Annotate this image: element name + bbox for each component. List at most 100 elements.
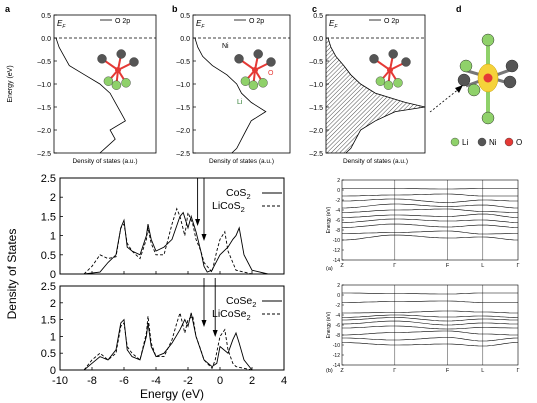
y-tick-label: 0 [337, 188, 340, 194]
x-tick-label: -8 [87, 375, 97, 387]
dos-frame [192, 14, 291, 154]
dos-area [326, 38, 425, 153]
y-tick-label: 0.0 [180, 36, 190, 43]
x-axis-label: Density of states (a.u.) [343, 158, 408, 165]
band-line [342, 330, 518, 336]
y-tick-label: -6 [336, 218, 341, 224]
atom [383, 80, 394, 90]
y-axis-label: Energy (eV) [326, 206, 332, 233]
panel-label: (a) [326, 266, 333, 272]
band-line [341, 203, 519, 209]
atom [388, 49, 398, 59]
band-line [342, 198, 518, 203]
fermi-sub: F [62, 24, 66, 30]
y-tick-label: –2.0 [37, 128, 51, 135]
y-tick-label: 1.5 [41, 315, 56, 327]
y-tick-label: 2.5 [41, 281, 56, 293]
k-point-label: L [481, 368, 484, 374]
y-tick-label: 2 [50, 298, 56, 310]
fermi-label: EF [329, 19, 338, 30]
pointer-arrow [429, 87, 461, 113]
atom-label: O [268, 70, 274, 77]
y-tick-label: -6 [336, 323, 341, 329]
band-frame [341, 284, 519, 366]
y-tick-label: –1.5 [309, 105, 323, 112]
legend-text: CoS2 [226, 187, 251, 201]
y-tick-label: –2.5 [309, 151, 323, 158]
y-tick-label: –2.0 [176, 128, 190, 135]
atom [266, 57, 276, 67]
band-line [341, 218, 519, 223]
arrowhead [201, 320, 207, 327]
atom [481, 33, 495, 47]
y-tick-label: -12 [333, 353, 340, 359]
band-line [342, 317, 518, 322]
y-tick-label: -4 [336, 313, 341, 319]
legend-atom [477, 137, 487, 147]
y-tick-label: 1.5 [41, 211, 56, 223]
band-frame [341, 179, 519, 261]
x-tick-label: -10 [52, 375, 68, 387]
x-tick-label: 4 [281, 375, 287, 387]
x-axis-label: Density of states (a.u.) [209, 158, 274, 165]
atom [253, 49, 263, 59]
y-tick-label: 0 [50, 269, 56, 281]
y-tick-label: –1.0 [309, 82, 323, 89]
x-axis-label: Density of states (a.u.) [72, 158, 137, 165]
panel-letter: c [312, 4, 317, 14]
band-line [341, 320, 518, 326]
atom [97, 54, 107, 64]
y-tick-label: 2 [50, 192, 56, 204]
y-tick-label: –0.5 [176, 59, 190, 66]
band-line [342, 193, 518, 197]
legend-text: O 2p [249, 18, 264, 25]
legend-text: O [516, 138, 522, 147]
band-line [342, 310, 518, 314]
k-point-label: Γ [516, 263, 519, 269]
y-tick-label: –1.5 [37, 105, 51, 112]
x-axis-label: Energy (eV) [140, 387, 204, 401]
legend-sub: 2 [246, 313, 250, 322]
legend-sub: 2 [252, 300, 256, 309]
y-tick-label: -4 [336, 208, 341, 214]
oxygen-atom [483, 73, 493, 83]
oxygen-atom [387, 67, 393, 73]
atom [457, 73, 471, 87]
y-tick-label: 0.0 [313, 36, 323, 43]
legend-sub: 2 [246, 192, 250, 201]
panel-letter: b [172, 4, 178, 14]
legend-text: O 2p [384, 18, 399, 25]
x-tick-label: -6 [119, 375, 129, 387]
legend-sub: 2 [241, 205, 245, 214]
band-line [342, 325, 518, 330]
pointer-arrowhead [455, 85, 463, 93]
cluster-insert [97, 49, 139, 90]
y-tick-label: -14 [333, 363, 340, 369]
fermi-label: EF [196, 19, 205, 30]
x-tick-label: 2 [249, 375, 255, 387]
atom [369, 54, 379, 64]
band-line [342, 230, 518, 235]
y-axis-label: Density of States [5, 229, 19, 320]
y-tick-label: -8 [336, 333, 341, 339]
legend-text: Li [462, 138, 468, 147]
panel-letter: d [456, 4, 462, 14]
y-tick-label: –2.5 [176, 151, 190, 158]
y-tick-label: -8 [336, 228, 341, 234]
k-point-label: Γ [393, 368, 396, 374]
x-tick-label: 0 [217, 375, 223, 387]
y-tick-label: -10 [333, 238, 340, 244]
atom [393, 78, 403, 88]
y-tick-label: –2.0 [309, 128, 323, 135]
atom [234, 54, 244, 64]
atom-label: Li [237, 99, 243, 106]
y-tick-label: –1.0 [176, 82, 190, 89]
legend-atom [504, 137, 514, 147]
dos-frame [59, 177, 285, 275]
band-line [342, 188, 518, 190]
k-point-label: F [446, 263, 450, 269]
fermi-sub: F [201, 24, 205, 30]
y-tick-label: –0.5 [309, 59, 323, 66]
y-axis-label: Energy (eV) [7, 65, 14, 102]
